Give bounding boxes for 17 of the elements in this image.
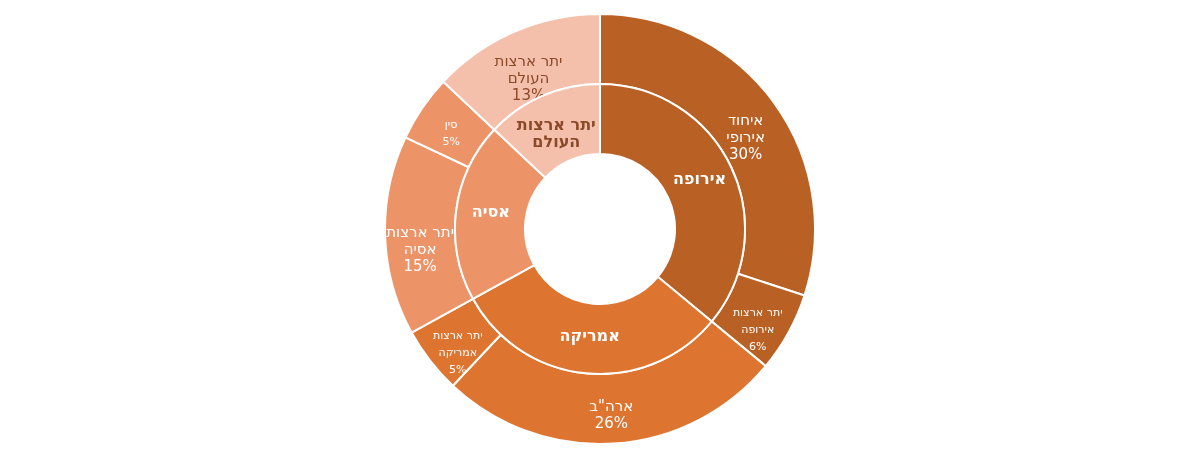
data-label: 6% [749, 339, 767, 353]
data-label: 5% [449, 363, 467, 377]
slice-label: ארה"ב [589, 396, 634, 415]
slice-label: סין [444, 117, 458, 131]
slice-label: יתר ארצות העולם [494, 51, 563, 87]
text: אירופה [673, 169, 727, 189]
slice-label: יתר ארצות אמריקה [432, 329, 483, 360]
slice-label: יתר ארצות אירופה [732, 305, 783, 336]
text: אסיה [471, 202, 510, 222]
data-label: 26% [594, 413, 628, 432]
data-label: 30% [728, 145, 763, 164]
text: אמריקה [559, 325, 620, 345]
data-label: 5% [442, 134, 460, 148]
data-label: 15% [403, 256, 437, 275]
slice-label: יתר ארצות אסיה [386, 222, 454, 258]
text: יתר ארצות העולם [516, 115, 596, 152]
slice-label: איחוד אירופי [726, 111, 765, 147]
